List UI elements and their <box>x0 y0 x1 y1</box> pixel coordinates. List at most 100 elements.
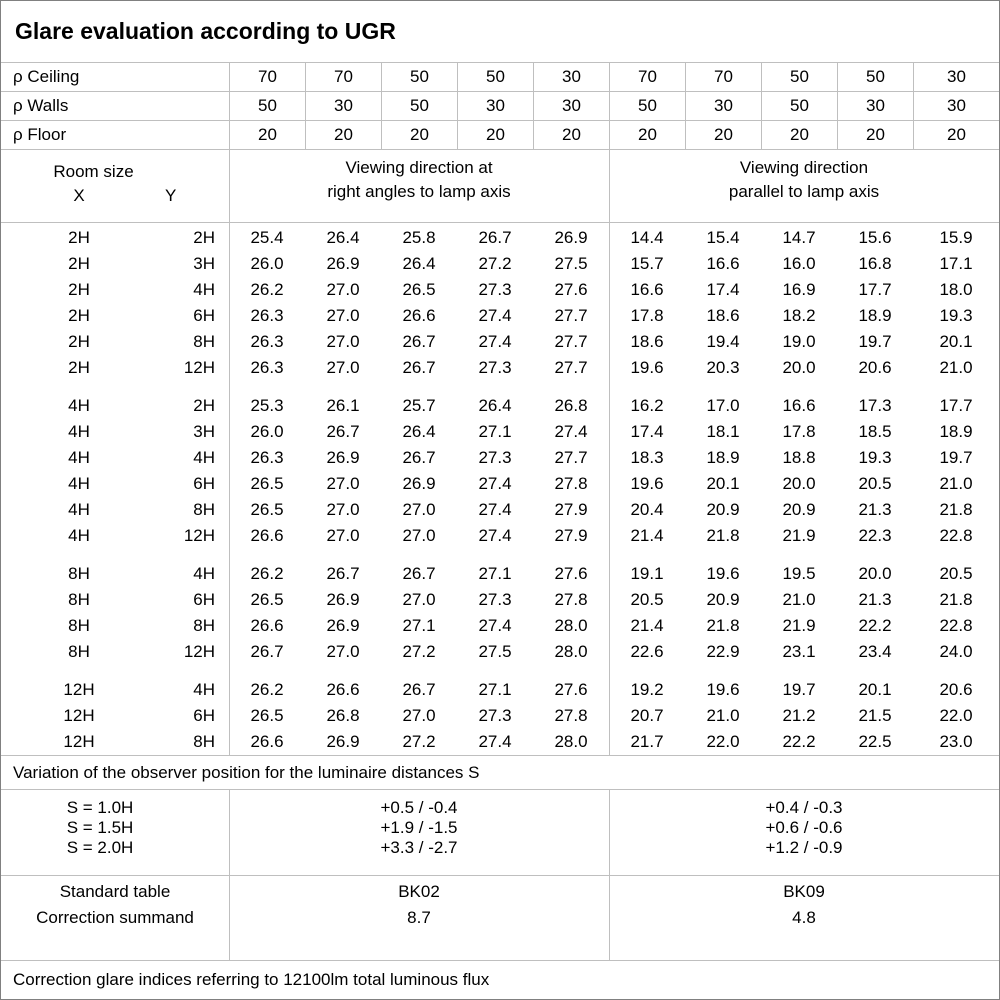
s-correction-parallel: +0.6 / -0.6 <box>765 818 843 837</box>
room-y-value: 6H <box>193 306 215 325</box>
ugr-value-right-angles: 26.2 <box>250 680 284 699</box>
ugr-value-parallel: 20.6 <box>858 358 892 377</box>
ugr-value-right-angles: 27.0 <box>402 706 436 725</box>
reflectance-value: 50 <box>761 92 837 120</box>
ugr-row: 2H 12H 26.3 27.0 26.7 27.3 27.7 19.6 20.3 20.0 20.… <box>1 355 999 381</box>
ugr-value-parallel: 22.0 <box>706 732 740 751</box>
ugr-value-parallel: 19.7 <box>939 448 973 467</box>
reflectance-value: 70 <box>229 63 305 91</box>
room-y-value: 12H <box>183 358 215 377</box>
room-y-value: 4H <box>193 680 215 699</box>
room-y-value: 8H <box>193 732 215 751</box>
ugr-value-parallel: 22.8 <box>939 616 973 635</box>
ugr-value-right-angles: 27.7 <box>554 306 588 325</box>
ugr-value-parallel: 16.9 <box>782 280 816 299</box>
page-title: Glare evaluation according to UGR <box>1 1 999 63</box>
ugr-row: 8H 6H 26.5 26.9 27.0 27.3 27.8 20.5 20.9 21.0 21.3… <box>1 587 999 613</box>
room-size-cell: 8H 12H <box>1 639 229 665</box>
reflectance-value: 20 <box>457 121 533 149</box>
ugr-value-right-angles: 27.2 <box>478 254 512 273</box>
ugr-value-right-angles: 27.3 <box>478 280 512 299</box>
ugr-row: 12H 6H 26.5 26.8 27.0 27.3 27.8 20.7 21.0 21.2 21.… <box>1 703 999 729</box>
room-size-cell: 4H 2H <box>1 393 229 419</box>
ugr-value-right-angles: 26.6 <box>250 732 284 751</box>
ugr-value-parallel: 15.7 <box>630 254 664 273</box>
room-y-value: 6H <box>193 706 215 725</box>
ugr-value-parallel: 18.2 <box>782 306 816 325</box>
room-x-value: 8H <box>68 616 90 635</box>
ugr-value-right-angles: 26.5 <box>402 280 436 299</box>
ugr-value-parallel: 18.1 <box>706 422 740 441</box>
ugr-value-right-angles: 27.7 <box>554 448 588 467</box>
room-size-cell: 4H 4H <box>1 445 229 471</box>
reflectance-row: ρ Walls 50 30 50 30 30 50 30 50 30 30 <box>1 92 999 121</box>
ugr-value-parallel: 18.3 <box>630 448 664 467</box>
ugr-value-parallel: 23.1 <box>782 642 816 661</box>
ugr-value-right-angles: 27.3 <box>478 590 512 609</box>
room-size-cell: 4H 6H <box>1 471 229 497</box>
room-size-label: Room size <box>53 162 134 181</box>
ugr-value-parallel: 16.6 <box>706 254 740 273</box>
ugr-value-right-angles: 26.7 <box>326 422 360 441</box>
ugr-value-right-angles: 27.0 <box>326 280 360 299</box>
reflectance-value: 70 <box>609 63 685 91</box>
ugr-value-right-angles: 27.3 <box>478 448 512 467</box>
ugr-value-right-angles: 25.8 <box>402 228 436 247</box>
ugr-value-right-angles: 26.4 <box>478 396 512 415</box>
s-correction-right-angles: +1.9 / -1.5 <box>380 818 458 837</box>
standard-table-right-angles: BK02 <box>398 882 440 901</box>
room-x-value: 4H <box>68 396 90 415</box>
room-y-value: 8H <box>193 500 215 519</box>
standard-table-parallel: BK09 <box>783 882 825 901</box>
room-y-value: 8H <box>193 616 215 635</box>
s-correction-parallel: +1.2 / -0.9 <box>765 838 843 857</box>
ugr-value-right-angles: 26.7 <box>402 680 436 699</box>
ugr-value-parallel: 19.3 <box>939 306 973 325</box>
reflectance-value: 30 <box>533 92 609 120</box>
ugr-row: 2H 4H 26.2 27.0 26.5 27.3 27.6 16.6 17.4 16.9 17.7… <box>1 277 999 303</box>
s-corrections-parallel: +0.4 / -0.3 +0.6 / -0.6 +1.2 / -0.9 <box>609 790 999 875</box>
reflectance-value: 30 <box>913 92 999 120</box>
ugr-value-parallel: 21.0 <box>939 358 973 377</box>
reflectance-value: 50 <box>381 63 457 91</box>
ugr-row: 4H 12H 26.6 27.0 27.0 27.4 27.9 21.4 21.8 21.9 22.… <box>1 523 999 549</box>
ugr-value-right-angles: 27.1 <box>402 616 436 635</box>
ugr-value-parallel: 19.0 <box>782 332 816 351</box>
room-y-value: 6H <box>193 590 215 609</box>
ugr-value-parallel: 20.6 <box>939 680 973 699</box>
ugr-value-parallel: 19.7 <box>858 332 892 351</box>
ugr-value-parallel: 21.0 <box>706 706 740 725</box>
ugr-value-right-angles: 26.6 <box>250 526 284 545</box>
ugr-row: 2H 3H 26.0 26.9 26.4 27.2 27.5 15.7 16.6 16.0 16.8… <box>1 251 999 277</box>
ugr-value-right-angles: 27.2 <box>402 642 436 661</box>
reflectance-value: 20 <box>229 121 305 149</box>
room-y-value: 2H <box>193 396 215 415</box>
ugr-value-right-angles: 26.8 <box>326 706 360 725</box>
ugr-value-right-angles: 27.4 <box>478 332 512 351</box>
ugr-value-parallel: 21.8 <box>939 500 973 519</box>
standard-table-labels: Standard table Correction summand <box>1 876 229 960</box>
ugr-value-parallel: 20.7 <box>630 706 664 725</box>
ugr-value-parallel: 21.4 <box>630 526 664 545</box>
ugr-value-right-angles: 26.6 <box>326 680 360 699</box>
ugr-value-parallel: 19.6 <box>706 564 740 583</box>
ugr-value-right-angles: 27.0 <box>326 526 360 545</box>
ugr-value-parallel: 18.9 <box>939 422 973 441</box>
ugr-value-right-angles: 26.7 <box>326 564 360 583</box>
ugr-value-right-angles: 27.4 <box>478 616 512 635</box>
ugr-value-parallel: 19.2 <box>630 680 664 699</box>
ugr-value-right-angles: 27.0 <box>326 306 360 325</box>
ugr-value-parallel: 23.0 <box>939 732 973 751</box>
room-size-cell: 12H 8H <box>1 729 229 755</box>
room-x-value: 8H <box>68 590 90 609</box>
ugr-row: 12H 4H 26.2 26.6 26.7 27.1 27.6 19.2 19.6 19.7 20.… <box>1 677 999 703</box>
ugr-row: 4H 2H 25.3 26.1 25.7 26.4 26.8 16.2 17.0 16.6 17.3… <box>1 393 999 419</box>
ugr-value-right-angles: 28.0 <box>554 642 588 661</box>
reflectance-value: 70 <box>685 63 761 91</box>
ugr-value-parallel: 15.6 <box>858 228 892 247</box>
room-size-cell: 2H 8H <box>1 329 229 355</box>
room-x-value: 2H <box>68 280 90 299</box>
ugr-value-parallel: 14.4 <box>630 228 664 247</box>
ugr-value-parallel: 18.8 <box>782 448 816 467</box>
reflectance-value: 20 <box>685 121 761 149</box>
